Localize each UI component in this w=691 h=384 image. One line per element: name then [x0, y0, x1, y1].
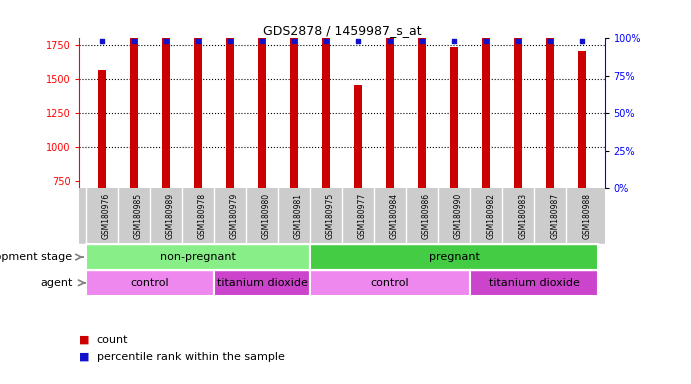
Bar — [322, 33, 330, 188]
Point — [352, 38, 363, 45]
Text: control: control — [131, 278, 169, 288]
Bar — [354, 84, 362, 188]
Point — [545, 38, 556, 45]
Point — [321, 38, 332, 45]
Point — [225, 38, 236, 45]
Bar — [290, 0, 298, 188]
Title: GDS2878 / 1459987_s_at: GDS2878 / 1459987_s_at — [263, 24, 422, 37]
Point — [448, 38, 460, 45]
Bar — [418, 30, 426, 188]
Point — [256, 38, 267, 45]
Point — [129, 38, 140, 45]
Text: GSM180981: GSM180981 — [294, 193, 303, 238]
Text: ■: ■ — [79, 352, 90, 362]
Point — [513, 38, 524, 45]
Text: count: count — [97, 335, 129, 345]
Text: GSM180978: GSM180978 — [198, 193, 207, 239]
Bar — [130, 0, 138, 188]
Text: control: control — [371, 278, 409, 288]
Point — [577, 38, 588, 45]
Point — [96, 38, 107, 45]
Point — [288, 38, 299, 45]
Bar — [450, 46, 458, 188]
Text: development stage: development stage — [0, 252, 73, 262]
Text: titanium dioxide: titanium dioxide — [489, 278, 580, 288]
Text: agent: agent — [40, 278, 73, 288]
Bar — [214, 270, 310, 296]
Text: GSM180977: GSM180977 — [358, 193, 367, 239]
Text: GSM180979: GSM180979 — [230, 193, 239, 239]
Bar — [310, 244, 598, 270]
Bar — [258, 0, 266, 188]
Point — [192, 38, 203, 45]
Bar — [386, 0, 394, 188]
Text: percentile rank within the sample: percentile rank within the sample — [97, 352, 285, 362]
Text: GSM180983: GSM180983 — [518, 193, 527, 239]
Bar — [546, 28, 554, 188]
Bar — [514, 0, 522, 188]
Text: GSM180985: GSM180985 — [134, 193, 143, 239]
Text: ■: ■ — [79, 335, 90, 345]
Point — [481, 38, 492, 45]
Text: GSM180987: GSM180987 — [550, 193, 559, 239]
Text: titanium dioxide: titanium dioxide — [216, 278, 307, 288]
Bar — [162, 0, 170, 188]
Text: GSM180986: GSM180986 — [422, 193, 431, 239]
Text: GSM180980: GSM180980 — [262, 193, 271, 239]
Bar — [470, 270, 598, 296]
Text: GSM180984: GSM180984 — [390, 193, 399, 239]
Bar — [482, 17, 490, 188]
Point — [160, 38, 171, 45]
Bar — [98, 70, 106, 188]
Bar — [194, 13, 202, 188]
Text: GSM180988: GSM180988 — [583, 193, 591, 238]
Text: GSM180990: GSM180990 — [454, 193, 463, 239]
Bar — [86, 244, 310, 270]
Text: GSM180982: GSM180982 — [486, 193, 495, 238]
Text: GSM180976: GSM180976 — [102, 193, 111, 239]
Bar — [310, 270, 470, 296]
Text: non-pregnant: non-pregnant — [160, 252, 236, 262]
Bar — [578, 51, 586, 188]
Text: GSM180989: GSM180989 — [166, 193, 175, 239]
Bar — [86, 270, 214, 296]
Bar — [226, 13, 234, 188]
Point — [385, 38, 396, 45]
Point — [417, 38, 428, 45]
Text: pregnant: pregnant — [428, 252, 480, 262]
Text: GSM180975: GSM180975 — [326, 193, 335, 239]
